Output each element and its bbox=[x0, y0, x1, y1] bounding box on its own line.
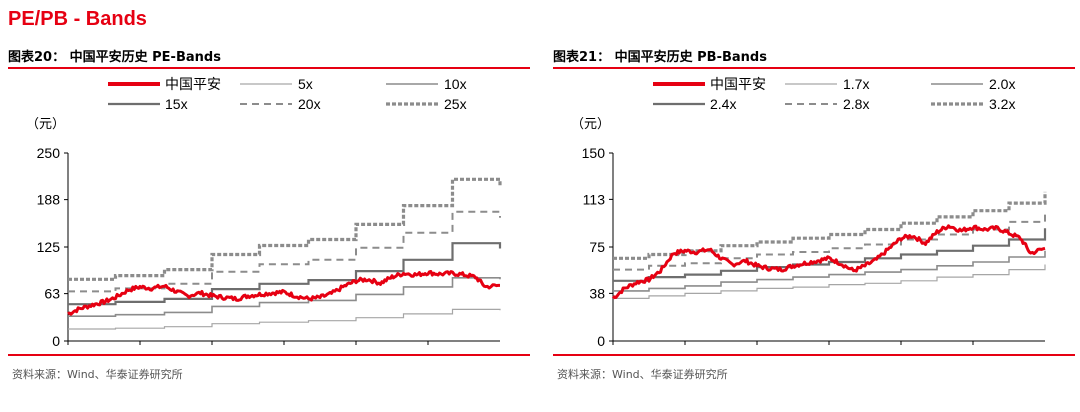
x-tick-label: Oct 18 bbox=[808, 351, 849, 352]
x-tick-label: Oct 17 bbox=[664, 351, 705, 352]
page-title: PE/PB - Bands bbox=[8, 8, 147, 30]
panel-caption: 图表20： 中国平安历史 PE-Bands bbox=[8, 50, 221, 65]
legend-label: 20x bbox=[298, 96, 321, 112]
y-tick-label: 38 bbox=[589, 285, 605, 301]
x-tick-label: Apr 17 bbox=[47, 351, 88, 352]
pb-bands-panel: 图表21： 中国平安历史 PB-Bands （元） 150 113 75 38 0 Apr … bbox=[553, 40, 1075, 390]
source-note: 资料来源：Wind、华泰证券研究所 bbox=[557, 368, 728, 381]
caption-rule bbox=[553, 67, 1075, 69]
price-line bbox=[67, 270, 500, 316]
y-tick-label: 188 bbox=[37, 192, 61, 208]
x-tick-label: Oct 17 bbox=[119, 351, 160, 352]
y-tick-label: 150 bbox=[582, 145, 606, 161]
x-tick-label: Apr 19 bbox=[335, 351, 376, 352]
y-tick-label: 0 bbox=[597, 333, 605, 349]
source-rule bbox=[553, 354, 1075, 356]
y-tick-label: 113 bbox=[583, 191, 606, 207]
legend-label: 中国平安 bbox=[165, 76, 221, 92]
x-tick-label: Oct 18 bbox=[263, 351, 304, 352]
y-tick-label: 63 bbox=[44, 286, 60, 302]
y-tick-label: 250 bbox=[37, 145, 61, 161]
x-tick-label: Oct 19 bbox=[407, 351, 448, 352]
band-line-1.7x bbox=[613, 264, 1046, 299]
price-line bbox=[611, 224, 1046, 300]
band-line-2.8x bbox=[613, 210, 1046, 271]
legend-label: 2.0x bbox=[989, 76, 1015, 92]
caption-rule bbox=[8, 67, 530, 69]
legend-label: 中国平安 bbox=[710, 76, 766, 92]
legend-label: 15x bbox=[165, 96, 188, 112]
band-line-2.4x bbox=[613, 228, 1047, 282]
x-tick-label: Oct 19 bbox=[952, 351, 993, 352]
y-tick-label: 0 bbox=[52, 333, 60, 349]
pe-bands-panel: 图表20： 中国平安历史 PE-Bands （元） 250 188 125 63 0 Apr… bbox=[8, 40, 530, 390]
band-line-25x bbox=[68, 177, 502, 281]
panel-caption: 图表21： 中国平安历史 PB-Bands bbox=[553, 50, 767, 65]
y-unit-label: （元） bbox=[571, 116, 610, 131]
legend-label: 1.7x bbox=[843, 76, 869, 92]
x-tick-label: Apr 18 bbox=[191, 351, 232, 352]
source-note: 资料来源：Wind、华泰证券研究所 bbox=[12, 368, 183, 381]
band-line-3.2x bbox=[613, 191, 1047, 260]
x-tick-label: Apr 19 bbox=[880, 351, 921, 352]
legend-label: 5x bbox=[298, 76, 313, 92]
band-line-5x bbox=[68, 308, 501, 330]
y-tick-label: 125 bbox=[37, 239, 61, 255]
band-line-15x bbox=[68, 242, 502, 306]
source-rule bbox=[8, 354, 530, 356]
pb-bands-chart: （元） 150 113 75 38 0 Apr 17 Oct 17 Apr 18 Oct 18 Ap… bbox=[571, 76, 1047, 352]
x-tick-label: Apr 18 bbox=[736, 351, 777, 352]
y-tick-label: 75 bbox=[589, 239, 605, 255]
legend-label: 2.8x bbox=[843, 96, 869, 112]
legend-label: 25x bbox=[444, 96, 467, 112]
legend-label: 10x bbox=[444, 76, 467, 92]
pe-bands-chart: （元） 250 188 125 63 0 Apr 17 Oct 17 Apr 18 Oct 18 A… bbox=[26, 76, 502, 352]
x-tick-label: Apr 17 bbox=[592, 351, 633, 352]
y-unit-label: （元） bbox=[26, 116, 65, 131]
legend-label: 2.4x bbox=[710, 96, 736, 112]
band-line-20x bbox=[68, 210, 501, 293]
band-line-2.0x bbox=[613, 250, 1046, 292]
legend-label: 3.2x bbox=[989, 96, 1015, 112]
band-line-10x bbox=[68, 277, 501, 317]
